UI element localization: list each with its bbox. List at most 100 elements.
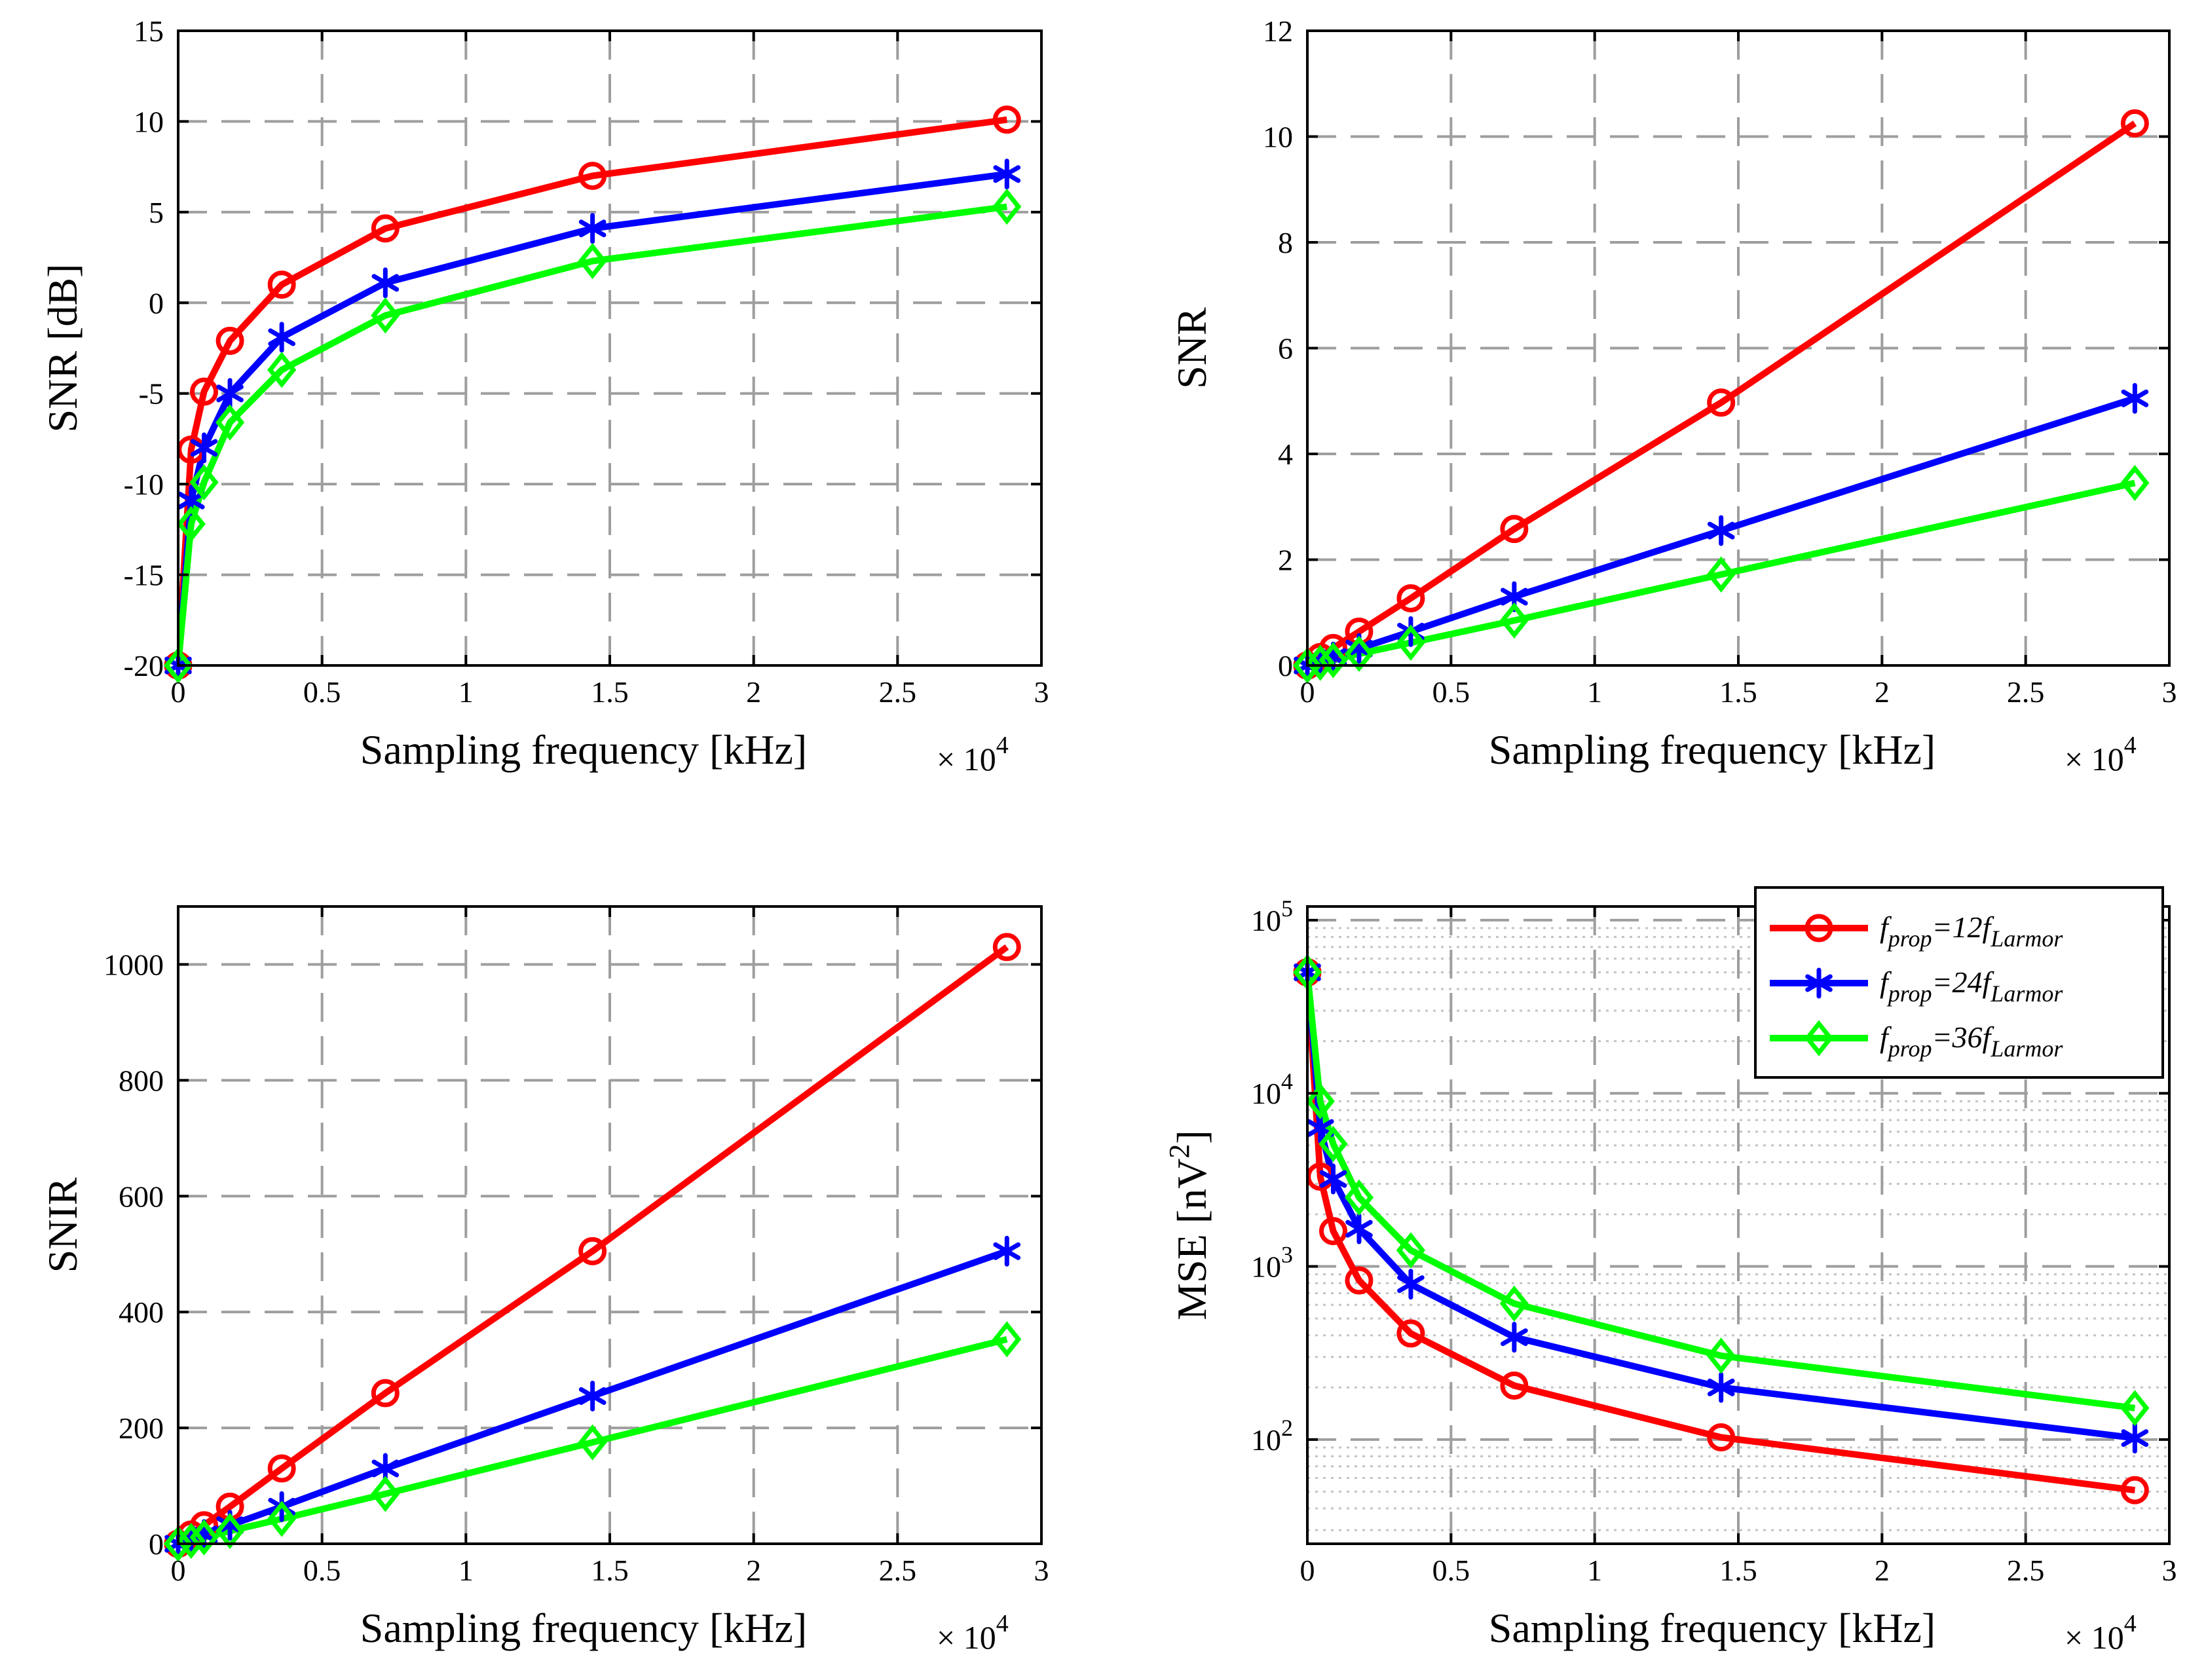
y-tick-label: 800 <box>119 1064 164 1097</box>
data-point-diamond <box>1499 1285 1529 1322</box>
data-point-diamond <box>267 1501 297 1537</box>
x-tick-label: 1.5 <box>1719 1554 1757 1587</box>
marker-stroke <box>1306 1119 1334 1137</box>
y-tick-label: 15 <box>134 14 164 48</box>
legend-entry: fprop=24fLarmor <box>1770 965 2063 1007</box>
marker-stroke <box>268 328 295 346</box>
y-tick-label: 2 <box>1278 544 1293 577</box>
data-point-circle <box>190 377 219 406</box>
data-point-diamond <box>2120 1390 2150 1427</box>
x-axis-label: Sampling frequency [kHz] <box>360 1605 807 1651</box>
y-tick-label: 104 <box>1251 1068 1293 1110</box>
y-tick-label: -5 <box>139 377 164 411</box>
data-point-diamond <box>1318 1125 1348 1163</box>
x-tick-label: 3 <box>2162 675 2177 709</box>
data-point-diamond <box>1706 556 1736 593</box>
marker-stroke <box>371 274 400 292</box>
legend-entry: fprop=36fLarmor <box>1770 1020 2063 1062</box>
y-tick-label: 0 <box>149 286 164 320</box>
y-tick-label: 12 <box>1263 14 1293 48</box>
data-point-asterisk <box>993 159 1021 190</box>
y-tick-label: 0 <box>1278 649 1293 682</box>
marker-stroke <box>993 165 1021 183</box>
marker-stroke <box>1319 1170 1347 1188</box>
data-point-diamond <box>371 1476 400 1512</box>
legend-marker-diamond <box>1804 1020 1834 1056</box>
y-tick-label: 4 <box>1278 438 1293 471</box>
y-tick-label: 105 <box>1251 895 1293 937</box>
legend: fprop=12fLarmorfprop=24fLarmorfprop=36fL… <box>1754 886 2164 1079</box>
data-point-diamond <box>176 1522 206 1559</box>
y-tick-label: 102 <box>1251 1415 1293 1457</box>
x-tick-label: 3 <box>2162 1554 2177 1587</box>
y-tick-label: 400 <box>119 1296 164 1329</box>
x-tick-label: 2.5 <box>2007 675 2045 709</box>
data-point-diamond <box>1305 1083 1335 1119</box>
data-point-diamond <box>215 404 245 441</box>
data-point-asterisk <box>1397 1269 1425 1300</box>
chart-panel-3: 0 0.5 1 1.5 2 2.5 3 0 200 400 600 800 1000 Sampling f… <box>39 905 1049 1656</box>
x-tick-label: 0.5 <box>1432 675 1470 709</box>
x-tick-label: 0.5 <box>303 675 341 709</box>
data-point-diamond <box>267 352 297 388</box>
data-point-asterisk <box>1501 1322 1528 1353</box>
data-point-asterisk <box>1306 1112 1334 1144</box>
series-group <box>1307 121 2137 665</box>
x-tick-label: 1 <box>1587 1554 1602 1587</box>
data-point-asterisk <box>268 322 295 353</box>
y-tick-label: -15 <box>124 559 164 592</box>
x-tick-label: 1 <box>458 1554 474 1587</box>
data-point-diamond <box>1706 1337 1736 1374</box>
data-point-circle <box>1396 1319 1425 1348</box>
marker-stroke <box>216 384 244 403</box>
y-tick-label: 200 <box>119 1411 164 1445</box>
data-point-diamond <box>189 464 219 500</box>
data-point-diamond <box>1499 602 1529 639</box>
data-point-circle <box>267 1454 296 1483</box>
x-exponent: × 104 <box>2065 1610 2137 1656</box>
y-axis-label: MSE [nV2] <box>1163 1130 1215 1320</box>
x-tick-label: 0 <box>1300 1554 1315 1587</box>
data-point-asterisk <box>2121 1423 2149 1454</box>
x-axis-label: Sampling frequency [kHz] <box>360 726 807 773</box>
x-tick-label: 1.5 <box>591 675 629 709</box>
data-point-asterisk <box>578 213 607 244</box>
data-point-asterisk <box>1319 1163 1347 1195</box>
marker-stroke <box>993 1242 1021 1260</box>
legend-marker-circle <box>1804 914 1833 943</box>
y-tick-label: -20 <box>124 649 164 682</box>
x-tick-label: 0.5 <box>1432 1554 1470 1587</box>
chart-panel-2: 0 0.5 1 1.5 2 2.5 3 0 2 4 6 8 10 12 Sampling frequency… <box>1168 14 2177 777</box>
x-tick-label: 2.5 <box>2007 1554 2045 1587</box>
data-point-asterisk <box>1345 1213 1373 1244</box>
data-point-circle <box>2120 1476 2149 1504</box>
series-line-diamond <box>1307 479 2136 665</box>
data-point-diamond <box>1292 647 1322 684</box>
data-point-diamond <box>1318 642 1348 679</box>
x-tick-label: 0 <box>171 1554 186 1587</box>
legend-label: fprop=24fLarmor <box>1880 965 2063 1007</box>
series-line-diamond <box>178 203 1007 665</box>
major-grid <box>1307 31 2169 665</box>
data-point-circle <box>2120 109 2149 138</box>
series-line-diamond <box>178 1335 1008 1544</box>
y-tick-label: 8 <box>1278 226 1293 259</box>
series-line-diamond <box>1307 972 2136 1411</box>
x-tick-label: 1 <box>1587 675 1602 709</box>
marker-stroke <box>578 1387 607 1405</box>
data-point-asterisk <box>993 1235 1021 1267</box>
y-tick-label: 5 <box>149 196 164 229</box>
x-exponent: × 104 <box>937 732 1009 777</box>
y-tick-label: -10 <box>124 468 164 501</box>
x-tick-label: 3 <box>1034 675 1049 709</box>
x-tick-label: 0 <box>171 675 186 709</box>
chart-panel-1: 0 0.5 1 1.5 2 2.5 3 -20 -15 -10 -5 0 5 10 15 Sampling f… <box>39 14 1049 777</box>
data-point-diamond <box>2120 464 2150 502</box>
marker-stroke <box>371 1459 400 1478</box>
data-point-diamond <box>1344 635 1374 672</box>
data-point-diamond <box>1396 1232 1426 1269</box>
data-point-circle <box>992 933 1021 961</box>
data-point-diamond <box>189 1519 219 1556</box>
axes-box <box>177 905 1043 1545</box>
